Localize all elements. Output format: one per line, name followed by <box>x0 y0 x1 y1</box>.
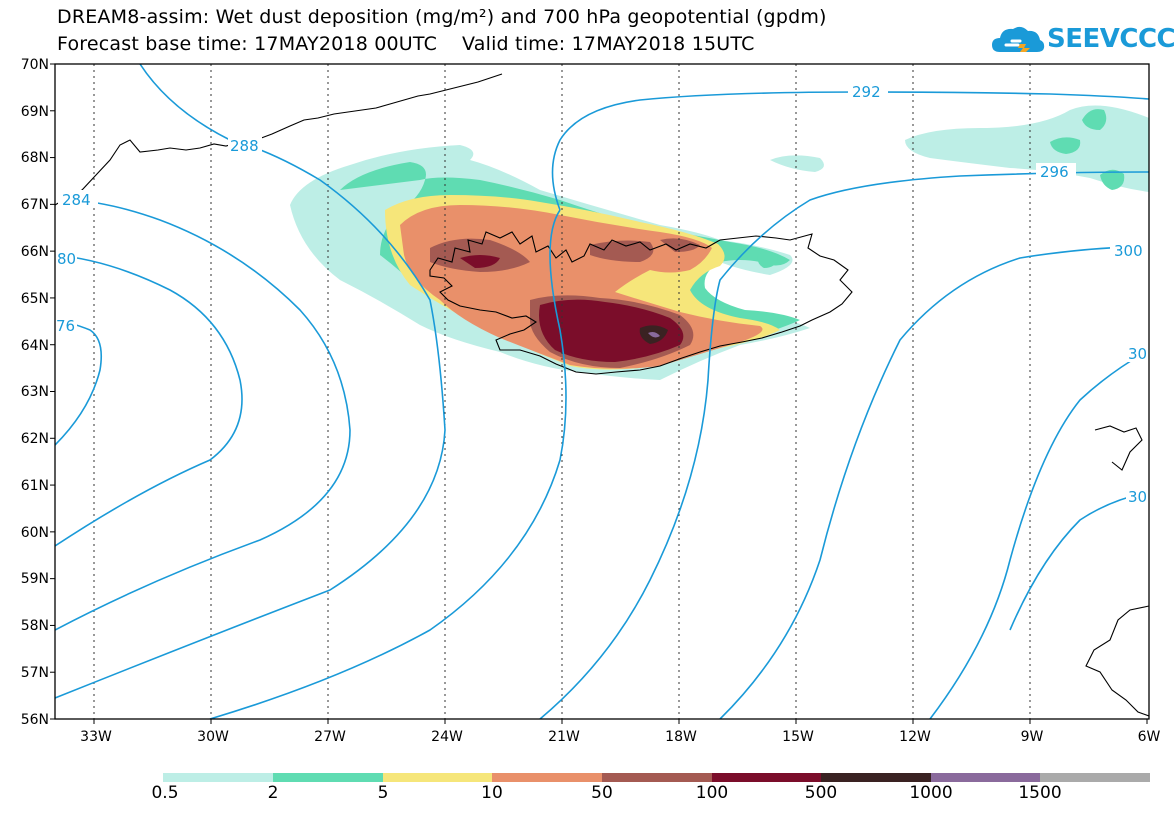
lat-label-69n: 69N <box>21 104 49 120</box>
lat-label-65n: 65N <box>21 291 49 307</box>
lat-label-64n: 64N <box>21 338 49 354</box>
contour-300a <box>719 245 1149 719</box>
colorbar-swatch-5 <box>383 773 492 782</box>
colorbar-label-500: 500 <box>804 783 838 803</box>
deposition-shading <box>290 105 1149 380</box>
contour-label-30-b: 30 <box>1128 488 1147 506</box>
colorbar-label-1500: 1500 <box>1018 783 1062 803</box>
lat-label-58n: 58N <box>21 618 49 634</box>
lat-label-59n: 59N <box>21 571 49 587</box>
colorbar-label-2: 2 <box>267 783 279 803</box>
lat-label-56n: 56N <box>21 712 49 728</box>
shading-2-ne1 <box>1082 109 1107 130</box>
contour-label-30-a: 30 <box>1128 345 1147 363</box>
colorbar-label-100: 100 <box>695 783 729 803</box>
lat-label-60n: 60N <box>21 525 49 541</box>
colorbar-label-50: 50 <box>591 783 613 803</box>
contour-300c <box>1009 491 1149 631</box>
lat-label-70n: 70N <box>21 57 49 73</box>
scotland-coastline <box>1085 425 1149 717</box>
contour-284 <box>55 199 351 631</box>
lat-label-67n: 67N <box>21 197 49 213</box>
lon-label-33w: 33W <box>80 729 112 745</box>
lon-label-12w: 12W <box>899 729 931 745</box>
lon-label-21w: 21W <box>548 729 580 745</box>
contour-300b <box>929 349 1149 719</box>
colorbar-label-1000: 1000 <box>909 783 953 803</box>
longitude-labels: 33W 30W 27W 24W 21W 18W 15W 12W 9W 6W <box>80 729 1160 745</box>
lon-label-30w: 30W <box>197 729 229 745</box>
axis-ticks <box>50 63 1148 724</box>
colorbar-swatch-0-5 <box>163 773 273 782</box>
shading-1000 <box>648 332 660 338</box>
lat-label-66n: 66N <box>21 244 49 260</box>
shading-2-ne3 <box>1100 169 1125 190</box>
shading-2-e <box>757 252 778 268</box>
lat-label-61n: 61N <box>21 478 49 494</box>
colorbar-label-0-5: 0.5 <box>151 783 179 803</box>
contour-label-284: 284 <box>62 191 91 209</box>
lon-label-24w: 24W <box>431 729 463 745</box>
colorbar-swatch-2 <box>273 773 383 782</box>
lon-label-6w: 6W <box>1138 729 1161 745</box>
contour-280 <box>55 254 243 547</box>
graticule <box>93 64 1031 719</box>
lon-label-27w: 27W <box>314 729 346 745</box>
colorbar-label-5: 5 <box>377 783 389 803</box>
chart-title-line1: DREAM8-assim: Wet dust deposition (mg/m²… <box>57 6 827 28</box>
contour-label-300: 300 <box>1114 242 1143 260</box>
lat-label-63n: 63N <box>21 384 49 400</box>
contour-label-288: 288 <box>230 137 259 155</box>
shading-2-ne2 <box>1050 137 1081 154</box>
colorbar-swatch-500 <box>821 773 931 782</box>
seevccc-logo: SEEVCCC <box>990 22 1175 58</box>
colorbar-swatch-50 <box>602 773 712 782</box>
contour-labels: 292 288 284 80 76 296 300 30 30 <box>55 82 1150 506</box>
contour-292-lower <box>209 209 567 719</box>
latitude-labels: 70N 69N 68N 67N 66N 65N 64N 63N 62N 61N … <box>21 57 49 728</box>
iceland-coastline <box>429 231 853 375</box>
lon-label-15w: 15W <box>782 729 814 745</box>
contour-label-76: 76 <box>56 317 75 335</box>
colorbar-swatch-1500 <box>1040 773 1150 782</box>
shading-100 <box>460 255 684 362</box>
shading-0-5-small <box>770 155 824 172</box>
colorbar-swatch-1000 <box>931 773 1040 782</box>
cloud-logo-icon <box>992 26 1045 52</box>
logo-text: SEEVCCC <box>1047 24 1175 54</box>
colorbar-swatch-10 <box>492 773 602 782</box>
lat-label-62n: 62N <box>21 431 49 447</box>
colorbar <box>163 773 1150 782</box>
lat-label-68n: 68N <box>21 150 49 166</box>
chart-title-line2: Forecast base time: 17MAY2018 00UTC Vali… <box>57 33 755 55</box>
contour-296 <box>539 171 1149 719</box>
contour-292-upper <box>551 91 1149 211</box>
greenland-coastline <box>55 73 503 206</box>
lon-label-9w: 9W <box>1021 729 1044 745</box>
colorbar-swatch-100 <box>712 773 821 782</box>
contour-label-296: 296 <box>1040 163 1069 181</box>
contour-label-80: 80 <box>57 250 76 268</box>
contour-label-292: 292 <box>852 83 881 101</box>
lat-label-57n: 57N <box>21 665 49 681</box>
colorbar-label-10: 10 <box>481 783 503 803</box>
coastlines <box>55 73 1149 717</box>
lon-label-18w: 18W <box>665 729 697 745</box>
